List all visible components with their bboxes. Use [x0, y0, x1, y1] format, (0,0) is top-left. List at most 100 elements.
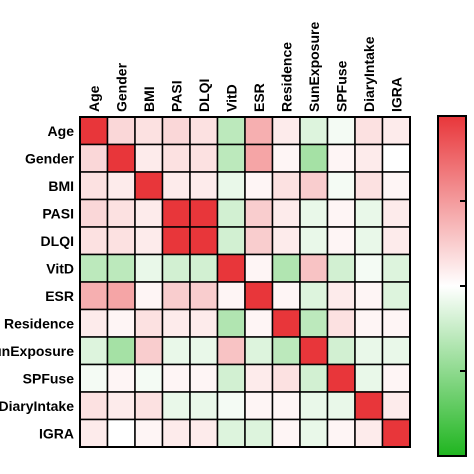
heatmap-cell-gender-dlqi — [189, 143, 219, 173]
heatmap-cell-bmi-esr — [244, 171, 274, 201]
heatmap-cell-residence-esr — [244, 308, 274, 338]
heatmap-cell-dlqi-esr — [244, 226, 274, 256]
heatmap-cell-esr-diaryintake — [354, 281, 384, 311]
heatmap-cell-igra-sunexposure — [299, 418, 329, 448]
heatmap-cell-age-residence — [271, 116, 301, 146]
heatmap-cell-igra-esr — [244, 418, 274, 448]
column-label-spfuse: SPFuse — [333, 60, 349, 112]
heatmap-cell-pasi-age — [79, 198, 109, 228]
heatmap-cell-residence-spfuse — [326, 308, 356, 338]
heatmap-cell-diaryintake-diaryintake — [354, 391, 384, 421]
heatmap-cell-age-gender — [106, 116, 136, 146]
heatmap-cell-age-diaryintake — [354, 116, 384, 146]
heatmap-cell-dlqi-sunexposure — [299, 226, 329, 256]
row-label-esr: ESR — [45, 288, 74, 304]
heatmap-cell-dlqi-vitd — [216, 226, 246, 256]
heatmap-cell-age-vitd — [216, 116, 246, 146]
heatmap-cell-dlqi-pasi — [161, 226, 191, 256]
heatmap-cell-gender-spfuse — [326, 143, 356, 173]
heatmap-cell-diaryintake-gender — [106, 391, 136, 421]
heatmap-cell-esr-spfuse — [326, 281, 356, 311]
heatmap-cell-vitd-bmi — [134, 253, 164, 283]
column-label-gender: Gender — [113, 62, 129, 112]
heatmap-cell-diaryintake-esr — [244, 391, 274, 421]
heatmap-cell-spfuse-diaryintake — [354, 363, 384, 393]
heatmap-cell-dlqi-gender — [106, 226, 136, 256]
column-label-dlqi: DLQI — [196, 79, 212, 112]
heatmap-cell-sunexposure-gender — [106, 336, 136, 366]
heatmap-cell-vitd-residence — [271, 253, 301, 283]
heatmap-cell-esr-sunexposure — [299, 281, 329, 311]
heatmap-cell-esr-vitd — [216, 281, 246, 311]
heatmap-cell-esr-pasi — [161, 281, 191, 311]
heatmap-cell-dlqi-bmi — [134, 226, 164, 256]
heatmap-cell-spfuse-dlqi — [189, 363, 219, 393]
heatmap-cell-vitd-sunexposure — [299, 253, 329, 283]
heatmap-cell-sunexposure-dlqi — [189, 336, 219, 366]
heatmap-cell-esr-esr — [244, 281, 274, 311]
heatmap-cell-pasi-pasi — [161, 198, 191, 228]
heatmap-cell-gender-igra — [381, 143, 411, 173]
heatmap-cell-spfuse-vitd — [216, 363, 246, 393]
heatmap-cell-vitd-vitd — [216, 253, 246, 283]
heatmap-cell-gender-bmi — [134, 143, 164, 173]
heatmap-cell-pasi-dlqi — [189, 198, 219, 228]
heatmap-cell-igra-bmi — [134, 418, 164, 448]
heatmap-cell-vitd-dlqi — [189, 253, 219, 283]
column-label-sunexposure: SunExposure — [306, 22, 322, 112]
heatmap-cell-bmi-gender — [106, 171, 136, 201]
heatmap-cell-igra-vitd — [216, 418, 246, 448]
heatmap-cell-residence-diaryintake — [354, 308, 384, 338]
column-label-residence: Residence — [278, 42, 294, 112]
heatmap-cell-spfuse-spfuse — [326, 363, 356, 393]
heatmap-cell-pasi-bmi — [134, 198, 164, 228]
row-label-residence: Residence — [4, 315, 74, 331]
column-label-pasi: PASI — [168, 80, 184, 112]
column-labels: Age Gender BMI PASI DLQI VitD ESR Residence SunE… — [86, 22, 405, 112]
heatmap-cells — [79, 116, 411, 448]
row-label-diaryintake: DiaryIntake — [0, 398, 74, 414]
heatmap-cell-dlqi-diaryintake — [354, 226, 384, 256]
heatmap-cell-vitd-pasi — [161, 253, 191, 283]
heatmap-cell-bmi-sunexposure — [299, 171, 329, 201]
heatmap-cell-dlqi-igra — [381, 226, 411, 256]
heatmap-cell-bmi-igra — [381, 171, 411, 201]
heatmap-cell-gender-pasi — [161, 143, 191, 173]
heatmap-cell-bmi-age — [79, 171, 109, 201]
heatmap-cell-residence-gender — [106, 308, 136, 338]
heatmap-cell-age-esr — [244, 116, 274, 146]
heatmap-cell-pasi-esr — [244, 198, 274, 228]
heatmap-cell-diaryintake-bmi — [134, 391, 164, 421]
heatmap-border — [79, 116, 411, 448]
heatmap-cell-diaryintake-residence — [271, 391, 301, 421]
heatmap-cell-age-dlqi — [189, 116, 219, 146]
heatmap-cell-sunexposure-vitd — [216, 336, 246, 366]
heatmap-cell-sunexposure-pasi — [161, 336, 191, 366]
heatmap-cell-pasi-gender — [106, 198, 136, 228]
heatmap-cell-bmi-diaryintake — [354, 171, 384, 201]
heatmap-cell-bmi-pasi — [161, 171, 191, 201]
heatmap-cell-igra-gender — [106, 418, 136, 448]
heatmap-cell-sunexposure-igra — [381, 336, 411, 366]
heatmap-cell-igra-residence — [271, 418, 301, 448]
row-label-pasi: PASI — [42, 205, 74, 221]
column-label-vitd: VitD — [223, 84, 239, 112]
heatmap-cell-bmi-spfuse — [326, 171, 356, 201]
heatmap-cell-pasi-sunexposure — [299, 198, 329, 228]
heatmap-cell-diaryintake-dlqi — [189, 391, 219, 421]
heatmap-cell-residence-vitd — [216, 308, 246, 338]
heatmap-cell-dlqi-age — [79, 226, 109, 256]
heatmap-cell-pasi-vitd — [216, 198, 246, 228]
heatmap-cell-sunexposure-residence — [271, 336, 301, 366]
heatmap-cell-gender-diaryintake — [354, 143, 384, 173]
heatmap-cell-sunexposure-sunexposure — [299, 336, 329, 366]
heatmap-cell-vitd-gender — [106, 253, 136, 283]
heatmap-cell-vitd-esr — [244, 253, 274, 283]
heatmap-cell-diaryintake-vitd — [216, 391, 246, 421]
column-label-bmi: BMI — [141, 86, 157, 112]
heatmap-cell-sunexposure-bmi — [134, 336, 164, 366]
heatmap-cell-bmi-residence — [271, 171, 301, 201]
heatmap-cell-sunexposure-spfuse — [326, 336, 356, 366]
heatmap-cell-diaryintake-spfuse — [326, 391, 356, 421]
